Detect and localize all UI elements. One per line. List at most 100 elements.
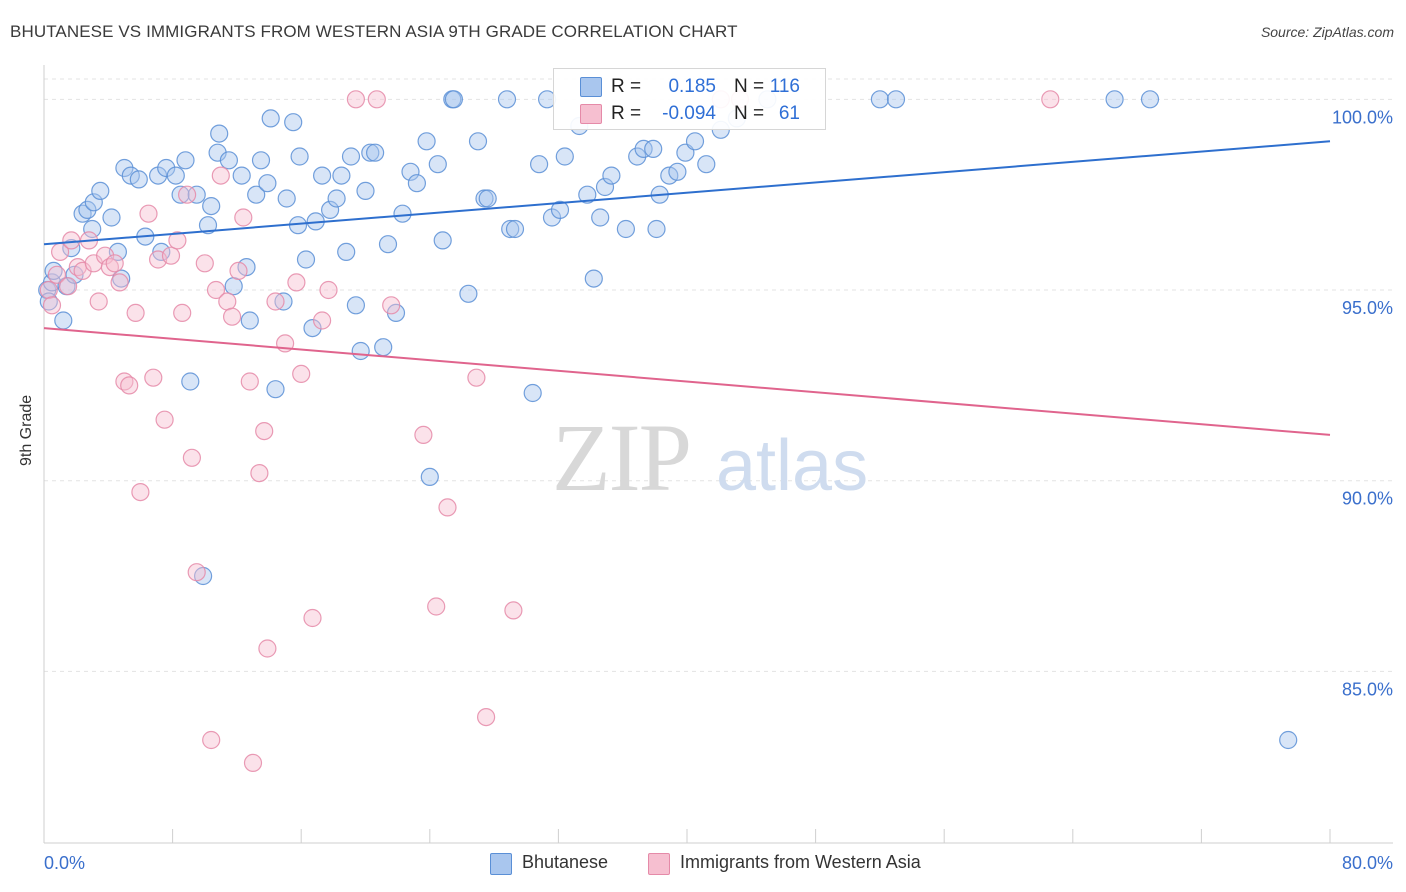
bhutanese-point <box>166 166 185 185</box>
bhutanese-point <box>351 341 370 361</box>
bhutanese-point <box>290 147 309 166</box>
immigrants-point <box>250 464 269 483</box>
bhutanese-point <box>337 242 356 261</box>
bhutanese-point <box>407 174 426 193</box>
y-axis-label: 9th Grade <box>18 394 35 466</box>
bhutanese-point <box>647 219 666 239</box>
bhutanese-point <box>1140 90 1160 109</box>
bhutanese-point <box>550 200 570 219</box>
chart-title: BHUTANESE VS IMMIGRANTS FROM WESTERN ASI… <box>10 22 738 41</box>
immigrants-point <box>195 254 214 273</box>
bhutanese-point <box>266 380 285 399</box>
bhutanese-point <box>584 269 603 288</box>
legend-row-bhutanese: R = 0.185 N = 116 <box>554 74 825 100</box>
bhutanese-point <box>1279 730 1298 750</box>
bhutanese-point <box>420 467 439 486</box>
immigrants-point <box>1041 90 1060 109</box>
legend-r-value: -0.094 <box>662 103 716 124</box>
immigrants-point <box>39 280 58 300</box>
y-tick-label: 95.0% <box>1342 298 1393 318</box>
immigrants-point <box>202 730 221 750</box>
tick-labels: 100.0% 95.0% 90.0% 85.0% 0.0% 80.0% <box>44 107 1393 873</box>
immigrants-point <box>382 296 401 315</box>
bhutanese-point <box>634 139 653 158</box>
bhutanese-point <box>628 147 647 166</box>
bhutanese-point <box>171 185 190 204</box>
immigrants-point <box>211 166 230 185</box>
immigrants-point <box>144 368 163 387</box>
bhutanese-point <box>644 139 663 158</box>
bhutanese-point <box>102 208 121 227</box>
immigrants-point <box>240 372 259 391</box>
bhutanese-point <box>602 166 621 185</box>
immigrants-point <box>467 368 486 387</box>
bhutanese-point <box>129 170 148 189</box>
legend-n-value: 116 <box>769 76 800 97</box>
immigrants-point <box>303 608 322 628</box>
trend-lines <box>43 140 1331 436</box>
bhutanese-point <box>54 311 73 330</box>
legend-n-value: 61 <box>778 103 800 124</box>
legend-n-label: N = <box>734 103 765 124</box>
bhutanese-point <box>219 151 238 170</box>
bhutanese-point <box>668 162 687 181</box>
bhutanese-point <box>886 90 906 109</box>
bhutanese-point <box>232 166 251 185</box>
bhutanese-point <box>198 216 218 235</box>
bhutanese-point <box>685 132 705 151</box>
axes <box>43 65 1393 844</box>
bhutanese-point <box>361 143 380 162</box>
bhutanese-point <box>523 383 542 403</box>
bhutanese-point <box>346 296 365 315</box>
immigrants-point <box>155 410 174 429</box>
bhutanese-point <box>332 166 351 185</box>
bhutanese-point <box>444 90 463 109</box>
bhutanese-point <box>210 124 229 143</box>
immigrants-trendline <box>43 327 1331 436</box>
immigrants-point <box>168 231 187 250</box>
immigrants-point <box>438 498 457 517</box>
immigrants-point <box>287 273 306 292</box>
legend-n-label: N = <box>734 76 765 97</box>
immigrants-point <box>427 597 446 616</box>
y-tick-label: 100.0% <box>1332 107 1393 127</box>
immigrants-point <box>223 307 242 326</box>
bhutanese-point <box>258 174 277 193</box>
immigrants-point <box>367 90 386 109</box>
bhutanese-point <box>459 284 478 303</box>
watermark-zip: ZIP <box>552 404 690 511</box>
legend-r-label: R = <box>611 76 642 97</box>
immigrants-point <box>182 448 201 467</box>
legend-label-bhutanese: Bhutanese <box>522 852 609 872</box>
bhutanese-point <box>478 189 497 208</box>
immigrants-point <box>187 563 206 582</box>
bhutanese-point <box>374 338 393 357</box>
immigrants-point <box>120 376 139 395</box>
bhutanese-point <box>251 151 271 170</box>
bhutanese-point <box>468 132 488 151</box>
bhutanese-point <box>91 181 110 200</box>
watermark-atlas: atlas <box>716 426 868 506</box>
bhutanese-point <box>83 219 102 239</box>
bhutanese-point <box>529 155 549 174</box>
immigrants-point <box>346 90 365 109</box>
y-tick-label: 85.0% <box>1342 679 1393 699</box>
immigrants-points <box>39 90 1060 773</box>
immigrants-point <box>42 296 62 315</box>
immigrants-point <box>229 261 248 280</box>
bhutanese-point <box>505 219 525 239</box>
bhutanese-point <box>261 109 280 128</box>
correlation-legend: R = 0.185 N = 116 R = -0.094 N = 61 <box>553 68 826 130</box>
bhutanese-point <box>78 200 97 219</box>
immigrants-point <box>131 483 150 502</box>
bhutanese-point <box>327 189 346 208</box>
bhutanese-point <box>591 208 610 227</box>
immigrants-point <box>62 231 81 250</box>
immigrants-point <box>234 208 253 227</box>
bhutanese-point <box>157 158 176 178</box>
immigrants-point <box>266 292 285 311</box>
bhutanese-point <box>378 235 398 254</box>
immigrants-point <box>89 292 108 311</box>
bhutanese-point <box>393 204 412 223</box>
